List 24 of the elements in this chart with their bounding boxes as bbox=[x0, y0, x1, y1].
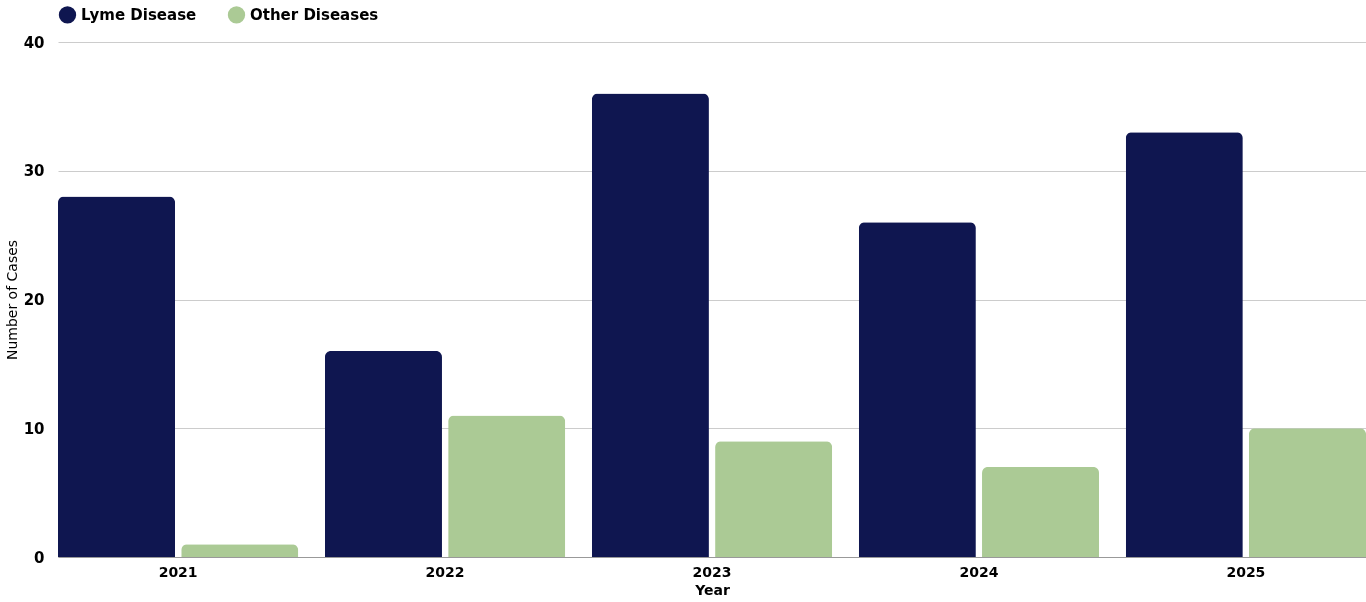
x-tick-label: 2025 bbox=[1226, 563, 1266, 580]
y-axis-title: Number of Cases bbox=[3, 239, 20, 361]
bar bbox=[858, 222, 976, 557]
y-tick-label: 40 bbox=[23, 33, 45, 52]
bar bbox=[1248, 428, 1366, 557]
bar bbox=[1125, 132, 1243, 557]
x-axis-title: Year bbox=[694, 581, 730, 598]
y-tick-label: 0 bbox=[34, 548, 45, 567]
bar bbox=[591, 93, 709, 557]
bar bbox=[58, 196, 176, 557]
legend-label: Other Diseases bbox=[250, 5, 379, 24]
x-tick-label: 2022 bbox=[425, 563, 465, 580]
bar bbox=[715, 441, 833, 557]
bar bbox=[181, 544, 299, 557]
bar bbox=[448, 415, 566, 557]
bar bbox=[324, 351, 442, 557]
x-tick-label: 2024 bbox=[959, 563, 999, 580]
y-tick-label: 30 bbox=[23, 162, 45, 181]
y-tick-label: 20 bbox=[23, 291, 45, 309]
x-tick-label: 2023 bbox=[692, 563, 732, 580]
bar bbox=[982, 466, 1100, 557]
legend-label: Lyme Disease bbox=[81, 5, 197, 24]
x-tick-label: 2021 bbox=[158, 563, 198, 580]
y-tick-label: 10 bbox=[23, 419, 45, 438]
